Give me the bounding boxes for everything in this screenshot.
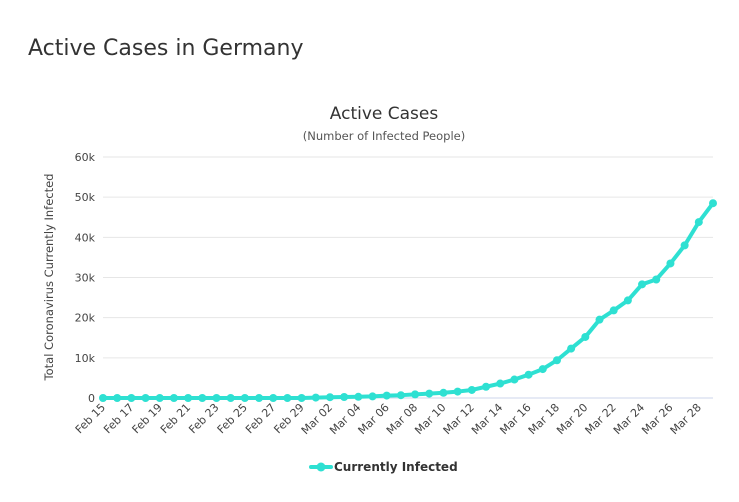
legend[interactable]: Currently Infected <box>309 460 458 474</box>
x-tick-label: Feb 15 <box>73 401 108 436</box>
chart-subtitle: (Number of Infected People) <box>303 129 465 143</box>
data-point[interactable] <box>240 394 249 402</box>
x-tick-label: Feb 27 <box>243 401 278 436</box>
data-point[interactable] <box>439 388 448 397</box>
data-point[interactable] <box>255 394 264 402</box>
legend-marker <box>316 462 326 472</box>
data-point[interactable] <box>155 394 164 402</box>
data-point[interactable] <box>666 259 675 268</box>
x-tick-label: Feb 17 <box>101 401 136 436</box>
data-point[interactable] <box>581 332 590 341</box>
data-point[interactable] <box>623 296 632 305</box>
data-point[interactable] <box>411 390 420 399</box>
page-title: Active Cases in Germany <box>28 36 304 61</box>
data-point[interactable] <box>311 393 320 402</box>
data-point[interactable] <box>368 392 377 401</box>
data-point[interactable] <box>226 394 235 402</box>
data-point[interactable] <box>283 394 292 402</box>
data-point[interactable] <box>99 394 107 402</box>
data-point[interactable] <box>396 391 405 400</box>
data-point[interactable] <box>538 365 547 374</box>
data-point[interactable] <box>212 394 221 402</box>
data-point[interactable] <box>269 394 278 402</box>
y-tick-label: 10k <box>75 352 96 365</box>
data-point[interactable] <box>652 275 661 284</box>
data-point[interactable] <box>482 382 491 391</box>
x-tick-label: Feb 23 <box>186 401 221 436</box>
data-point[interactable] <box>709 199 717 208</box>
data-point[interactable] <box>524 370 533 379</box>
data-point[interactable] <box>694 218 703 227</box>
y-tick-label: 60k <box>75 151 96 164</box>
y-tick-label: 0 <box>88 392 95 405</box>
y-tick-label: 30k <box>75 272 96 285</box>
data-point[interactable] <box>198 394 207 402</box>
y-tick-label: 40k <box>75 231 96 244</box>
series-line-currently-infected <box>101 201 715 400</box>
data-point[interactable] <box>340 392 349 401</box>
data-point[interactable] <box>552 356 561 365</box>
data-point[interactable] <box>169 394 178 402</box>
data-point[interactable] <box>496 379 505 388</box>
data-point[interactable] <box>325 393 334 402</box>
y-tick-label: 20k <box>75 312 96 325</box>
data-point[interactable] <box>425 389 434 398</box>
x-tick-label: Mar 28 <box>668 401 704 437</box>
data-point[interactable] <box>567 344 576 353</box>
data-point[interactable] <box>467 385 476 394</box>
data-point[interactable] <box>382 391 391 400</box>
data-point[interactable] <box>354 392 363 401</box>
data-point[interactable] <box>113 394 122 402</box>
data-point[interactable] <box>127 394 136 402</box>
legend-label[interactable]: Currently Infected <box>334 460 458 474</box>
y-tick-label: 50k <box>75 191 96 204</box>
chart-title: Active Cases <box>330 104 439 124</box>
data-point[interactable] <box>609 306 618 315</box>
data-point[interactable] <box>141 394 150 402</box>
data-point[interactable] <box>184 394 193 402</box>
data-point[interactable] <box>510 375 519 384</box>
data-point[interactable] <box>595 315 604 324</box>
data-point[interactable] <box>680 241 689 250</box>
data-point[interactable] <box>638 280 647 289</box>
x-tick-label: Feb 25 <box>215 401 250 436</box>
x-tick-label: Feb 19 <box>130 401 165 436</box>
y-axis-title: Total Coronavirus Currently Infected <box>42 174 56 382</box>
x-tick-label: Feb 21 <box>158 401 193 436</box>
data-point[interactable] <box>297 394 306 402</box>
data-point[interactable] <box>453 387 462 396</box>
